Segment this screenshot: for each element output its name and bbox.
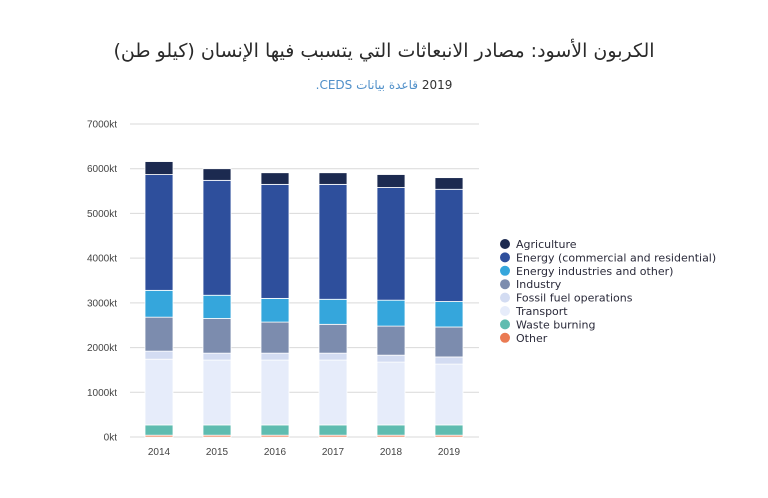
bar-segment-fossil-fuel-operations[interactable] <box>144 350 174 360</box>
bar-segment-agriculture[interactable] <box>434 177 464 190</box>
legend-label: Agriculture <box>516 238 577 251</box>
legend-item[interactable]: Waste burning <box>500 318 596 331</box>
legend-label: Fossil fuel operations <box>516 292 633 305</box>
bar-segment-waste-burning[interactable] <box>376 424 406 436</box>
bar-stack-2019 <box>434 177 464 438</box>
bar-segment-energy-commercial-and-residential[interactable] <box>144 174 174 291</box>
legend-item[interactable]: Agriculture <box>500 238 577 251</box>
y-axis: 0kt 1000kt 2000kt 3000kt 4000kt 5000kt 6000kt 7… <box>87 120 117 444</box>
bar-segment-agriculture[interactable] <box>260 172 290 185</box>
bar-segment-transport[interactable] <box>318 359 348 426</box>
x-tick-label: 2015 <box>206 447 229 458</box>
x-tick-label: 2018 <box>380 447 403 458</box>
bar-segment-industry[interactable] <box>376 325 406 356</box>
bar-segment-waste-burning[interactable] <box>318 424 348 436</box>
subtitle-year: 2019 <box>421 78 453 92</box>
bar-segment-fossil-fuel-operations[interactable] <box>376 354 406 363</box>
chart-subtitle: 2019 قاعدة بيانات CEDS. <box>0 78 768 92</box>
y-tick-label: 6000kt <box>87 164 117 175</box>
bar-segment-industry[interactable] <box>434 326 464 358</box>
legend-item[interactable]: Fossil fuel operations <box>500 292 633 305</box>
bars <box>144 161 464 438</box>
bar-segment-industry[interactable] <box>202 318 232 354</box>
legend-swatch <box>500 265 510 276</box>
bar-segment-industry[interactable] <box>144 316 174 352</box>
bar-segment-energy-commercial-and-residential[interactable] <box>202 179 232 296</box>
bar-segment-industry[interactable] <box>260 321 290 354</box>
x-tick-label: 2017 <box>322 447 345 458</box>
bar-stack-2015 <box>202 168 232 438</box>
bar-segment-agriculture[interactable] <box>318 172 348 185</box>
bar-segment-energy-commercial-and-residential[interactable] <box>318 183 348 300</box>
bar-segment-waste-burning[interactable] <box>144 424 174 436</box>
legend-label: Transport <box>515 305 568 318</box>
legend-item[interactable]: Energy (commercial and residential) <box>500 251 716 264</box>
bar-segment-agriculture[interactable] <box>202 168 232 181</box>
bar-segment-transport[interactable] <box>202 359 232 426</box>
y-tick-label: 5000kt <box>87 209 117 220</box>
bar-segment-agriculture[interactable] <box>144 161 174 175</box>
bar-segment-transport[interactable] <box>144 358 174 426</box>
legend-label: Other <box>516 332 548 345</box>
legend-label: Energy (commercial and residential) <box>516 251 716 264</box>
legend-item[interactable]: Energy industries and other) <box>500 265 673 278</box>
bar-segment-energy-industries-and-other[interactable] <box>260 297 290 323</box>
bar-segment-transport[interactable] <box>376 361 406 426</box>
legend-item[interactable]: Other <box>500 332 548 345</box>
bar-segment-energy-industries-and-other[interactable] <box>144 289 174 318</box>
bar-segment-energy-industries-and-other[interactable] <box>318 298 348 325</box>
bar-segment-energy-commercial-and-residential[interactable] <box>376 187 406 301</box>
bar-segment-transport[interactable] <box>434 363 464 426</box>
bar-segment-energy-industries-and-other[interactable] <box>376 299 406 327</box>
bar-segment-transport[interactable] <box>260 359 290 426</box>
bar-segment-energy-industries-and-other[interactable] <box>434 301 464 328</box>
bar-segment-waste-burning[interactable] <box>260 424 290 436</box>
x-tick-label: 2019 <box>438 447 461 458</box>
bar-stack-2018 <box>376 174 406 438</box>
y-tick-label: 3000kt <box>87 298 117 309</box>
bar-segment-fossil-fuel-operations[interactable] <box>202 352 232 361</box>
x-tick-label: 2014 <box>148 447 171 458</box>
legend-swatch <box>500 252 510 263</box>
bar-stack-2016 <box>260 172 290 438</box>
y-tick-label: 1000kt <box>87 388 117 399</box>
bar-stack-2014 <box>144 161 174 438</box>
legend-swatch <box>500 332 510 343</box>
x-tick-label: 2016 <box>264 447 287 458</box>
y-tick-label: 7000kt <box>87 120 117 131</box>
bar-segment-fossil-fuel-operations[interactable] <box>318 352 348 361</box>
bar-segment-energy-commercial-and-residential[interactable] <box>434 188 464 302</box>
x-axis: 2014 2015 2016 2017 2018 2019 <box>148 447 461 458</box>
legend-label: Waste burning <box>516 318 596 331</box>
bar-segment-energy-industries-and-other[interactable] <box>202 294 232 319</box>
chart-title: الكربون الأسود: مصادر الانبعاثات التي يت… <box>113 40 655 62</box>
legend-swatch <box>500 319 510 330</box>
gridlines <box>130 123 479 438</box>
subtitle-source-link[interactable]: قاعدة بيانات CEDS. <box>315 78 418 92</box>
legend-swatch <box>500 306 510 316</box>
bar-segment-waste-burning[interactable] <box>434 424 464 436</box>
legend-item[interactable]: Industry <box>500 278 562 291</box>
y-tick-label: 0kt <box>104 433 118 444</box>
legend-swatch <box>500 239 510 249</box>
bar-segment-fossil-fuel-operations[interactable] <box>260 352 290 361</box>
y-tick-label: 4000kt <box>87 254 117 265</box>
bar-segment-fossil-fuel-operations[interactable] <box>434 356 464 365</box>
legend-item[interactable]: Transport <box>500 305 568 318</box>
legend-swatch <box>500 292 510 303</box>
y-tick-label: 2000kt <box>87 343 117 354</box>
bar-segment-agriculture[interactable] <box>376 174 406 188</box>
bar-stack-2017 <box>318 172 348 438</box>
bar-segment-waste-burning[interactable] <box>202 424 232 436</box>
legend-label: Energy industries and other) <box>516 265 673 278</box>
legend-swatch <box>500 279 510 290</box>
bar-segment-industry[interactable] <box>318 323 348 354</box>
legend-label: Industry <box>516 278 562 291</box>
bar-segment-energy-commercial-and-residential[interactable] <box>260 183 290 299</box>
